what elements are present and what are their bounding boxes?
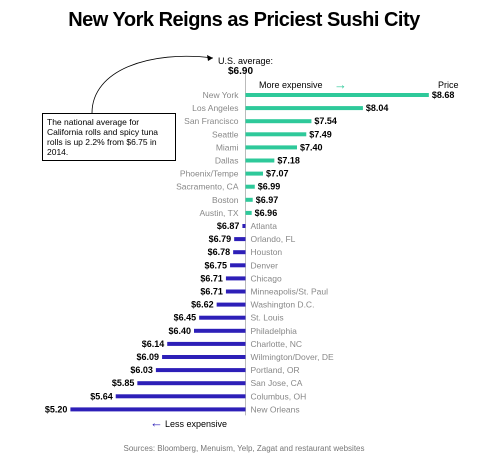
bar [155,368,246,373]
bar [245,197,253,202]
value-label: $8.04 [366,103,389,113]
bar [194,328,246,333]
category-label: Sacramento, CA [176,182,239,192]
bar [70,407,246,412]
bar [225,276,246,281]
value-label: $5.64 [90,391,113,401]
value-label: $6.71 [200,287,223,297]
bar [115,394,246,399]
category-label: Portland, OR [251,365,300,375]
value-label: $6.40 [168,326,191,336]
us-average-value: $6.90 [228,66,254,77]
less-expensive-label: Less expensive [165,419,228,429]
category-label: Wilmington/Dover, DE [251,352,334,362]
annotation-note: The national average for California roll… [42,113,176,161]
value-label: $5.20 [45,404,68,414]
bar [216,302,246,307]
category-label: Atlanta [251,221,278,231]
value-label: $7.40 [300,142,323,152]
chart-title: New York Reigns as Priciest Sushi City [68,9,420,31]
bar [245,145,297,150]
category-label: Boston [212,195,239,205]
value-label: $6.71 [200,273,223,283]
value-label: $6.99 [258,182,281,192]
bar [234,237,246,242]
value-label: $7.07 [266,169,289,179]
source-note: Sources: Bloomberg, Menuism, Yelp, Zagat… [123,444,365,453]
value-label: $6.96 [255,208,278,218]
bar [245,158,275,163]
value-label: $6.62 [191,300,214,310]
category-label: New Orleans [251,404,300,414]
bar [245,184,255,189]
value-label: $6.75 [205,260,228,270]
bar [137,381,246,386]
category-label: San Francisco [184,116,239,126]
bar [242,224,246,228]
category-label: Orlando, FL [251,234,296,244]
bar [230,263,246,268]
value-label: $7.54 [314,116,337,126]
category-label: Los Angeles [192,103,238,113]
bar [245,106,363,111]
category-label: Seattle [212,129,239,139]
callout-arrowhead-icon [207,55,213,61]
category-label: Miami [216,142,239,152]
bar [245,93,429,97]
value-label: $7.18 [277,156,300,166]
value-label: $5.85 [112,378,135,388]
callout-curve [91,55,214,114]
bar [225,289,246,294]
bar [245,171,264,176]
category-label: Phoenix/Tempe [180,169,239,179]
bar [245,132,307,137]
value-label: $6.97 [256,195,279,205]
bar [199,315,246,320]
category-label: Houston [251,247,283,257]
category-label: St. Louis [251,313,284,323]
category-label: New York [203,90,240,100]
us-average-label: U.S. average: [218,56,274,66]
value-label: $6.79 [209,234,232,244]
category-label: Minneapolis/St. Paul [251,287,329,297]
category-label: San Jose, CA [251,378,303,388]
bar [233,250,246,255]
value-label: $6.87 [217,221,240,231]
category-label: Columbus, OH [251,391,307,401]
value-label: $6.09 [137,352,160,362]
right-arrow-icon: → [334,77,347,92]
value-label: $6.78 [208,247,231,257]
price-label: Price [438,80,459,90]
category-label: Philadelphia [251,326,298,336]
value-label: $6.14 [142,339,165,349]
category-label: Charlotte, NC [251,339,303,349]
category-label: Dallas [215,156,239,166]
more-expensive-label: More expensive [259,80,323,90]
left-arrow-icon: ← [150,415,163,430]
bar [167,341,246,346]
category-label: Chicago [251,273,282,283]
value-label: $6.03 [130,365,153,375]
category-label: Austin, TX [199,208,238,218]
bar [162,355,246,359]
value-label: $7.49 [309,129,332,139]
value-label: $6.45 [174,313,197,323]
value-label: $8.68 [432,90,455,100]
bar [245,119,312,124]
category-label: Washington D.C. [251,300,315,310]
category-label: Denver [251,260,279,270]
bar [245,210,252,215]
